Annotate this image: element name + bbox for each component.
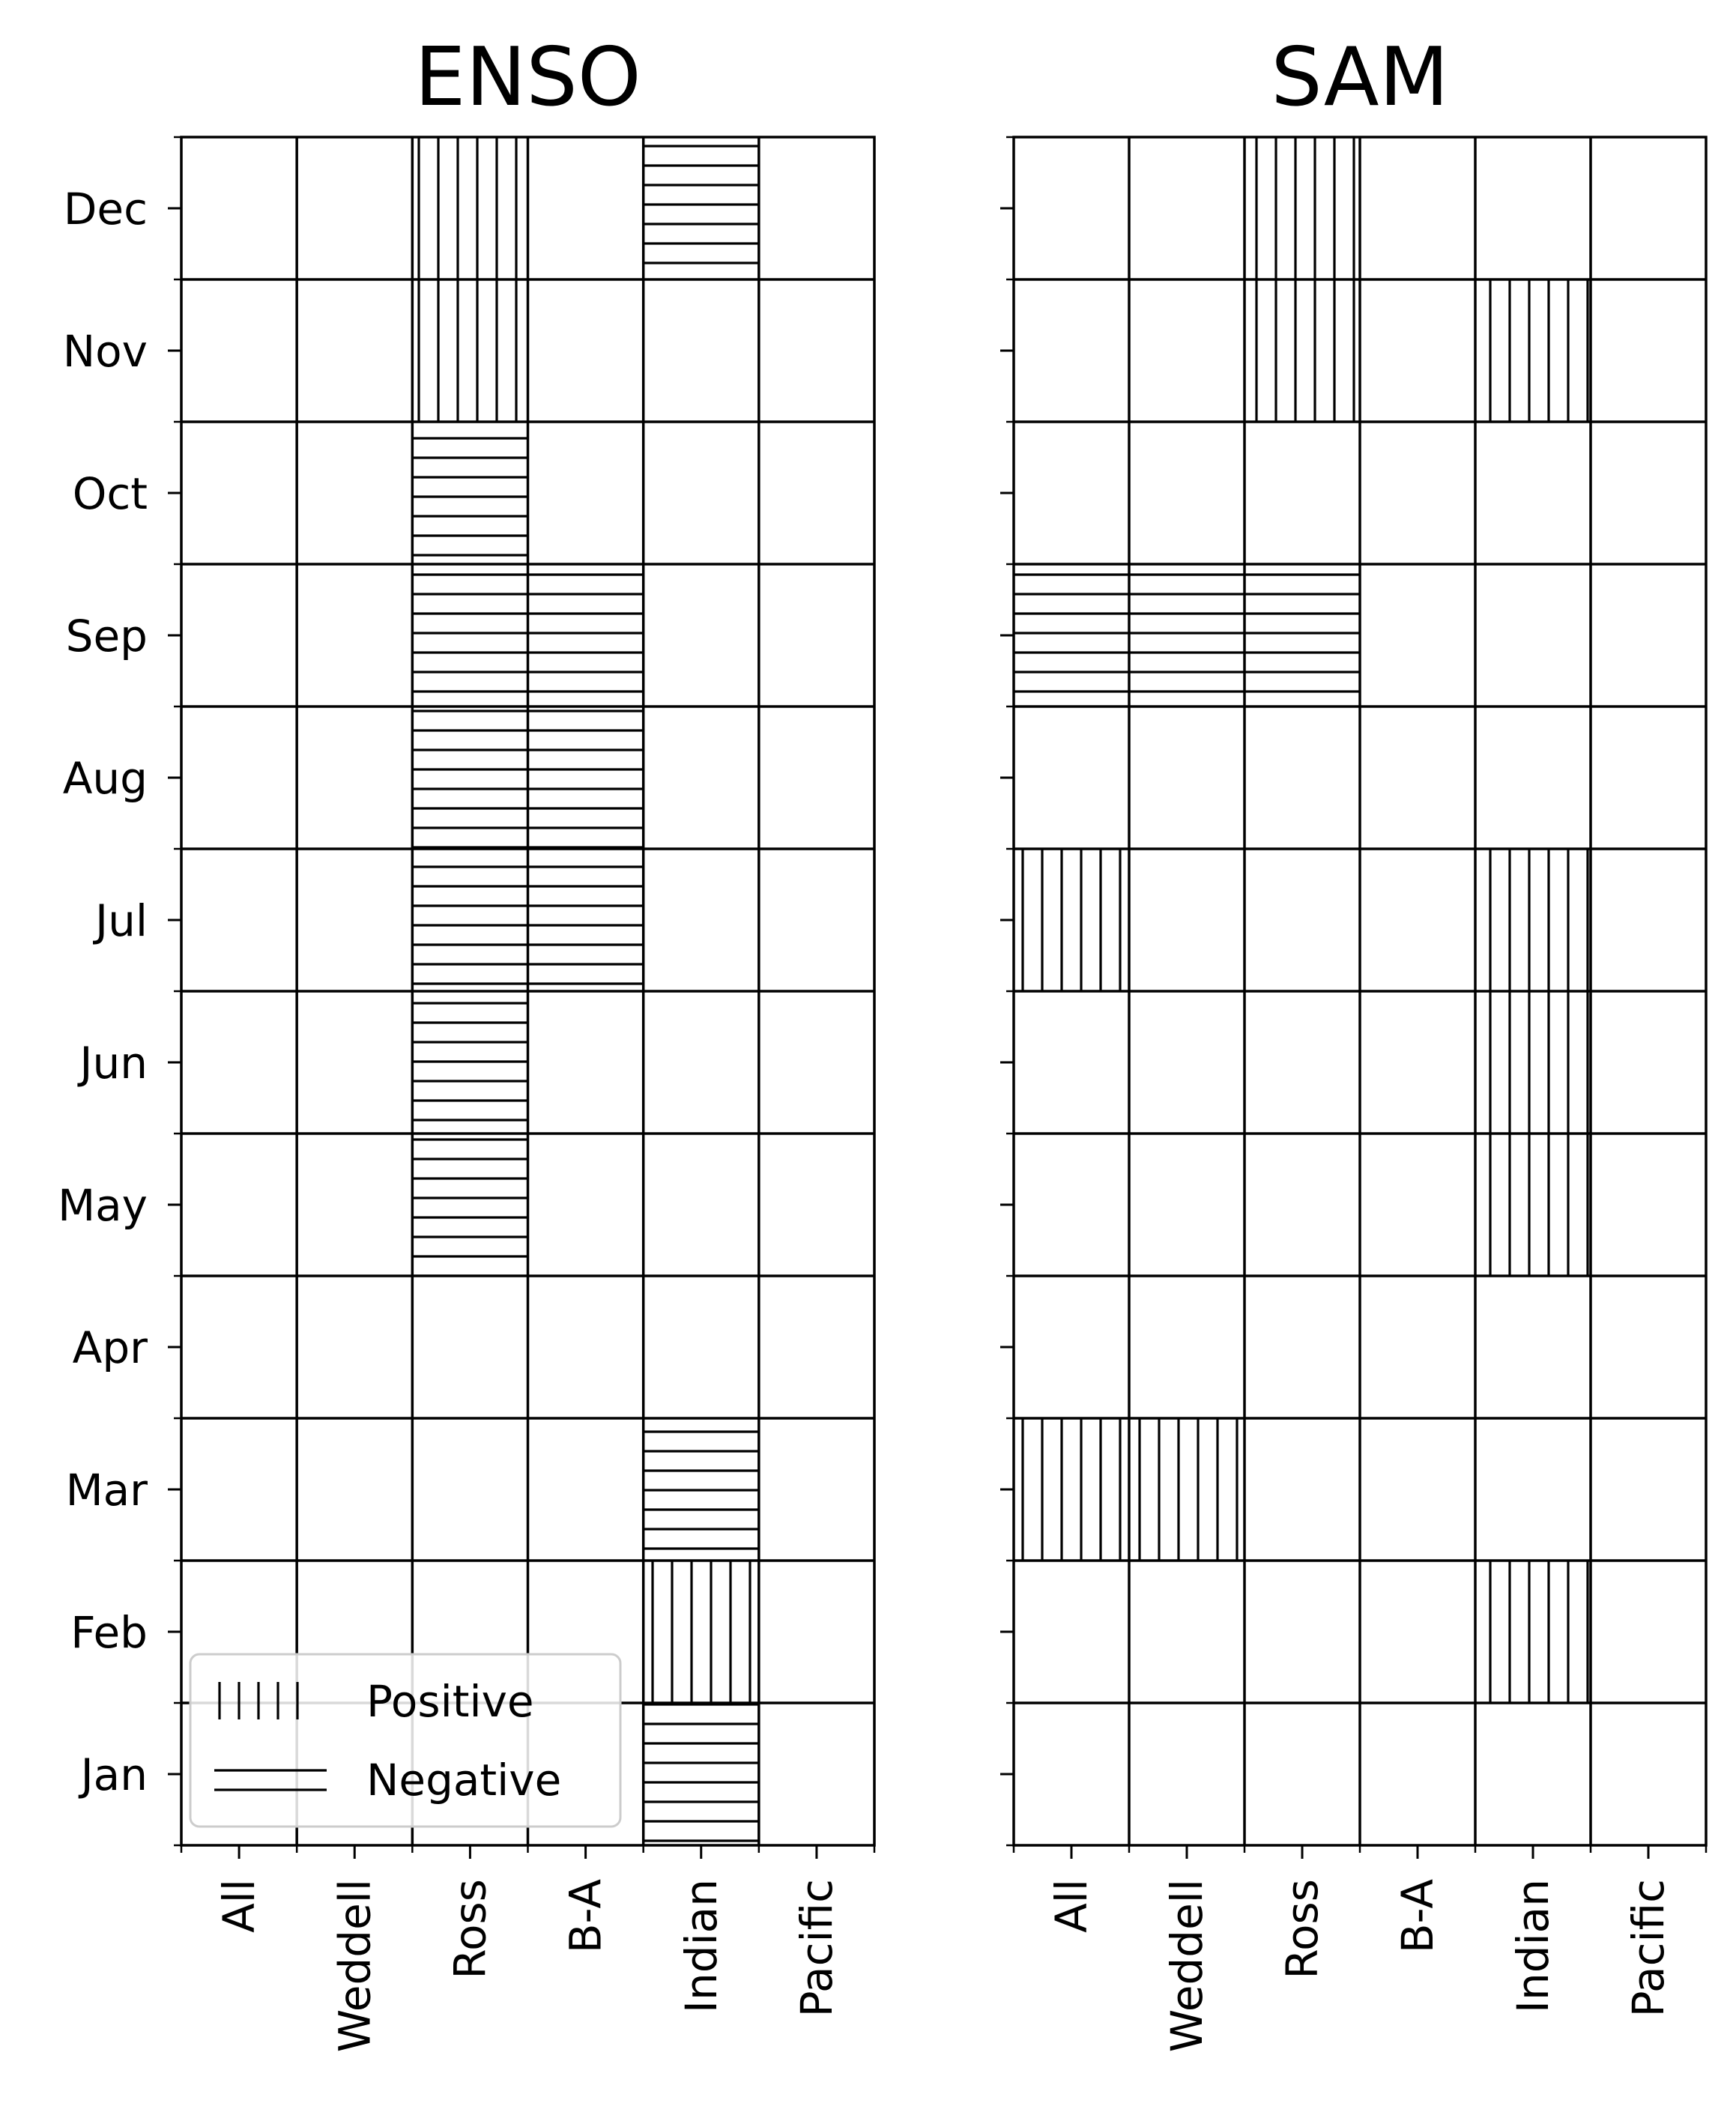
cell-jul-all-positive: [1014, 849, 1129, 991]
cell-jul-b-a-negative: [527, 849, 644, 991]
category-label-ross: Ross: [444, 1879, 495, 1979]
cell-jan-indian-negative: [643, 1703, 759, 1845]
legend-swatch-positive: [218, 1682, 299, 1719]
cell-nov-indian-positive: [1475, 279, 1591, 422]
legend: Positive Negative: [189, 1653, 622, 1828]
cell-jul-ross-negative: [412, 849, 528, 991]
panel-title: SAM: [1271, 31, 1449, 124]
cell-dec-ross-positive: [1244, 137, 1360, 279]
month-label-jan: Jan: [79, 1749, 148, 1800]
category-label-weddell: Weddell: [1161, 1879, 1212, 2052]
cell-mar-all-positive: [1014, 1418, 1129, 1561]
cell-may-indian-positive: [1475, 1134, 1591, 1276]
month-label-apr: Apr: [73, 1322, 148, 1373]
month-label-jul: Jul: [93, 895, 148, 946]
legend-label-negative: Negative: [366, 1755, 561, 1806]
month-label-aug: Aug: [63, 753, 148, 804]
category-label-b-a: B-A: [1392, 1879, 1443, 1953]
category-label-weddell: Weddell: [329, 1879, 380, 2052]
cell-aug-b-a-negative: [527, 706, 644, 849]
cell-jul-indian-positive: [1475, 849, 1591, 991]
cell-aug-ross-negative: [412, 706, 528, 849]
cell-sep-all-negative: [1014, 564, 1129, 706]
month-label-mar: Mar: [66, 1465, 148, 1516]
cell-oct-ross-negative: [412, 422, 528, 564]
panel-title: ENSO: [414, 31, 641, 124]
cell-sep-weddell-negative: [1129, 564, 1244, 706]
enso-panel: ENSO Jan Feb Mar Apr May Jun Jul Aug Sep Oct Nov Dec…: [58, 31, 876, 2052]
cell-feb-indian-positive: [643, 1561, 759, 1703]
cell-mar-indian-negative: [643, 1418, 759, 1561]
cell-may-ross-negative: [412, 1134, 528, 1276]
cell-jun-ross-negative: [412, 991, 528, 1134]
category-label-all: All: [214, 1879, 264, 1933]
month-label-feb: Feb: [70, 1607, 148, 1658]
month-label-oct: Oct: [73, 468, 148, 519]
category-label-pacific: Pacific: [791, 1879, 842, 2017]
cell-dec-indian-negative: [643, 137, 759, 279]
month-label-nov: Nov: [63, 326, 148, 377]
cell-sep-ross-negative: [1244, 564, 1360, 706]
cell-nov-ross-positive: [1244, 279, 1360, 422]
legend-swatch-negative: [214, 1769, 327, 1791]
cell-nov-ross-positive: [412, 279, 528, 422]
cell-mar-weddell-positive: [1129, 1418, 1244, 1561]
month-label-sep: Sep: [66, 611, 148, 662]
cell-dec-ross-positive: [412, 137, 528, 279]
cell-jun-indian-positive: [1475, 991, 1591, 1134]
cell-sep-b-a-negative: [527, 564, 644, 706]
month-label-may: May: [58, 1180, 148, 1231]
cell-sep-ross-negative: [412, 564, 528, 706]
month-label-dec: Dec: [64, 184, 148, 235]
category-label-b-a: B-A: [560, 1879, 611, 1953]
legend-label-positive: Positive: [366, 1676, 534, 1727]
category-label-indian: Indian: [1507, 1879, 1558, 2013]
category-label-pacific: Pacific: [1623, 1879, 1674, 2017]
category-label-all: All: [1046, 1879, 1097, 1933]
cell-feb-indian-positive: [1475, 1561, 1591, 1703]
category-label-ross: Ross: [1277, 1879, 1328, 1979]
month-label-jun: Jun: [77, 1038, 148, 1089]
sam-panel: SAM All Weddell Ross B-A Indian Pacific: [1000, 31, 1708, 2052]
category-label-indian: Indian: [676, 1879, 727, 2013]
